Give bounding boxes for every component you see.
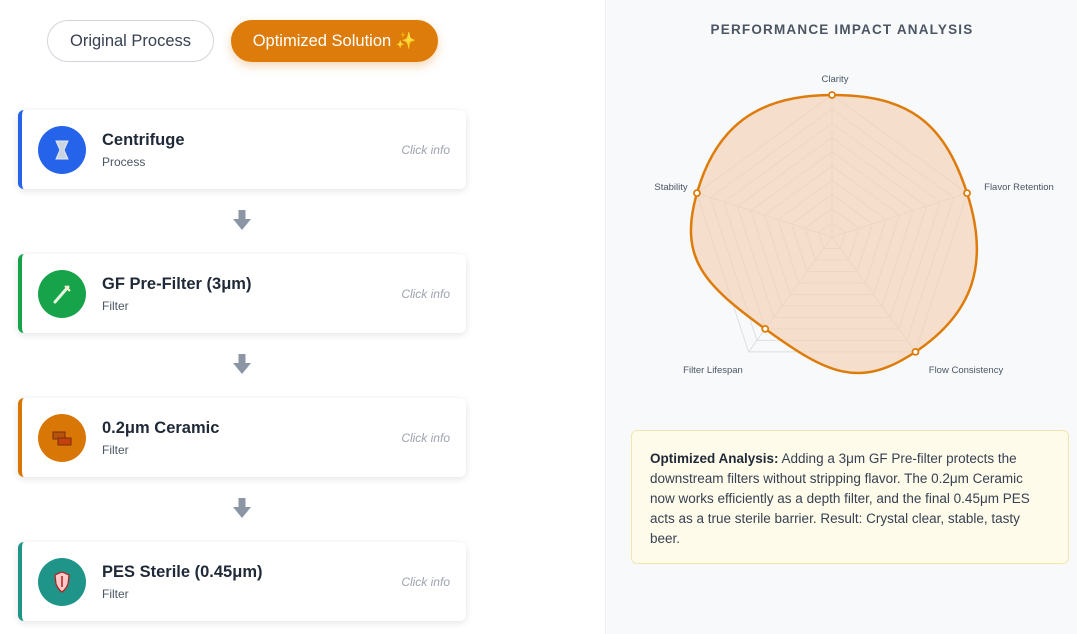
radar-axis-label: Filter Lifespan [683, 365, 743, 376]
step-card-centrifuge[interactable]: Centrifuge Process Click info [18, 110, 466, 189]
step-card-ceramic[interactable]: 0.2μm Ceramic Filter Click info [18, 398, 466, 477]
step-title: GF Pre-Filter (3μm) [102, 274, 252, 293]
radar-axis-label: Stability [654, 182, 688, 193]
radar-axis-label: Flow Consistency [929, 365, 1004, 376]
analysis-label: Optimized Analysis: [650, 451, 779, 466]
radar-point[interactable] [693, 189, 701, 198]
radar-point[interactable] [911, 347, 920, 356]
step-title: Centrifuge [102, 130, 185, 149]
radar-point[interactable] [761, 325, 770, 333]
view-toggle: Original Process Optimized Solution ✨ [47, 20, 438, 62]
analysis-text: Adding a 3μm GF Pre-filter protects the … [650, 451, 1030, 546]
click-info-link[interactable]: Click info [401, 430, 450, 445]
analysis-callout: Optimized Analysis: Adding a 3μm GF Pre-… [631, 430, 1069, 564]
step-card-gf-prefilter[interactable]: GF Pre-Filter (3μm) Filter Click info [18, 254, 466, 333]
process-pane: Original Process Optimized Solution ✨ Ce… [18, 20, 466, 621]
optimized-solution-button[interactable]: Optimized Solution ✨ [231, 20, 438, 62]
radar-point[interactable] [828, 91, 836, 99]
step-type: Filter [102, 442, 129, 457]
original-process-button[interactable]: Original Process [47, 20, 214, 62]
step-title: PES Sterile (0.45μm) [102, 562, 263, 581]
radar-chart: Clarity Flavor Retention Flow Consistency F… [654, 74, 1054, 376]
radar-series-shape [689, 93, 979, 375]
step-card-pes-sterile[interactable]: PES Sterile (0.45μm) Filter Click info [18, 542, 466, 621]
shield-icon [38, 557, 86, 606]
down-arrow-icon [233, 210, 251, 230]
radar-point[interactable] [963, 189, 971, 198]
pipette-icon [38, 269, 86, 318]
radar-axis-label: Clarity [822, 74, 849, 85]
radar-axis-label: Flavor Retention [984, 182, 1054, 193]
down-arrow-icon [233, 498, 251, 518]
step-type: Process [102, 154, 146, 169]
click-info-link[interactable]: Click info [401, 286, 450, 301]
click-info-link[interactable]: Click info [401, 142, 450, 157]
step-type: Filter [102, 586, 129, 601]
click-info-link[interactable]: Click info [401, 574, 450, 589]
analysis-pane: PERFORMANCE IMPACT ANALYSIS Clarity Flavo… [605, 0, 1077, 634]
panel-title: PERFORMANCE IMPACT ANALYSIS [710, 22, 974, 37]
centrifuge-icon [38, 125, 86, 174]
brick-icon [38, 413, 86, 462]
down-arrow-icon [233, 354, 251, 374]
step-title: 0.2μm Ceramic [102, 418, 220, 437]
step-type: Filter [102, 298, 129, 313]
